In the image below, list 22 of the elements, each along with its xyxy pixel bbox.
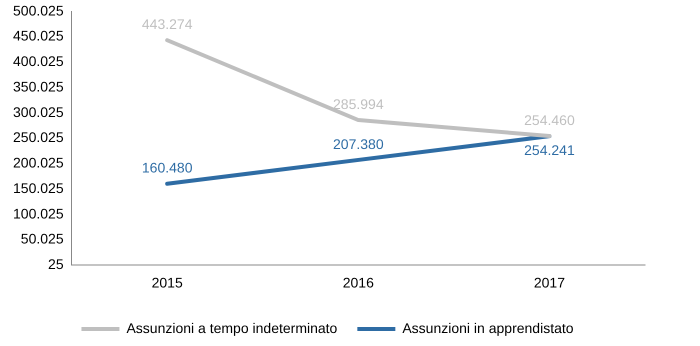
y-tick-label: 300.025 — [12, 104, 64, 120]
data-label: 285.994 — [333, 96, 384, 112]
y-tick-label: 25 — [48, 256, 64, 272]
y-tick-label: 100.025 — [12, 205, 64, 222]
data-label: 207.380 — [333, 136, 384, 152]
data-label: 160.480 — [142, 160, 193, 176]
legend-label: Assunzioni in apprendistato — [402, 320, 574, 336]
y-tick-label: 500.025 — [12, 2, 64, 18]
data-label: 254.460 — [524, 112, 575, 128]
data-label: 254.241 — [524, 142, 575, 158]
y-tick-label: 350.025 — [12, 78, 64, 94]
x-tick-label: 2015 — [152, 274, 183, 290]
x-tick-label: 2016 — [342, 274, 374, 290]
y-tick-label: 250.025 — [12, 129, 64, 146]
y-tick-label: 400.025 — [12, 53, 64, 70]
x-tick-label: 2017 — [534, 274, 566, 290]
data-label: 443.274 — [142, 16, 193, 32]
y-tick-label: 200.025 — [12, 154, 64, 171]
y-tick-label: 150.025 — [12, 180, 64, 196]
y-tick-label: 50.025 — [20, 230, 64, 247]
legend-label: Assunzioni a tempo indeterminato — [126, 320, 338, 336]
y-tick-label: 450.025 — [12, 28, 64, 44]
